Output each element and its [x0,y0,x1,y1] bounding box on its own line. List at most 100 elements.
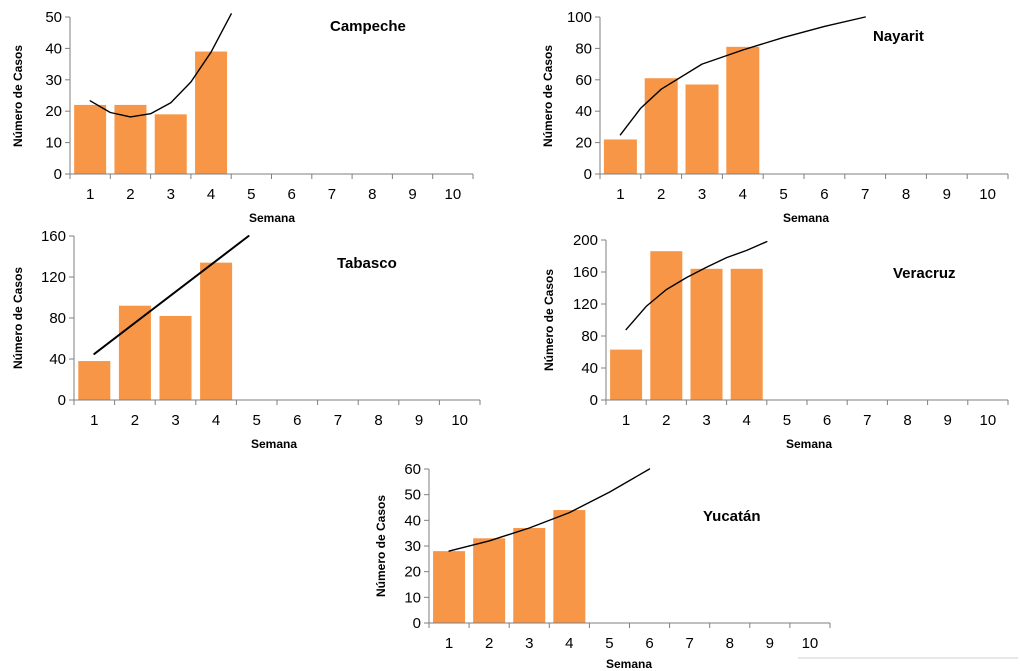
x-tick-label: 9 [415,412,423,429]
x-tick-label: 4 [565,635,573,652]
x-tick-label: 5 [605,635,613,652]
bar [74,104,107,174]
x-tick-label: 4 [207,186,215,203]
x-tick-label: 8 [902,186,910,203]
y-tick-label: 0 [584,166,592,183]
bar [513,528,546,623]
y-tick-label: 120 [573,296,598,313]
y-tick-label: 0 [413,615,421,632]
y-tick-label: 160 [41,228,66,245]
trendline [448,468,651,552]
x-tick-label: 3 [167,186,175,203]
x-tick-label: 7 [861,186,869,203]
trendline [619,16,866,136]
x-tick-label: 6 [287,186,295,203]
x-tick-label: 8 [903,412,911,429]
x-axis-label: Semana [783,211,829,225]
x-tick-label: 3 [702,412,710,429]
bar [730,268,763,400]
x-tick-label: 10 [979,186,996,203]
bar [644,78,678,174]
x-axis-label: Semana [786,437,832,451]
x-tick-label: 6 [293,412,301,429]
y-tick-label: 0 [54,166,62,183]
y-tick-label: 100 [567,9,592,26]
bar [685,84,719,174]
bar [726,46,760,174]
x-tick-label: 5 [783,412,791,429]
bar [154,114,187,174]
y-tick-label: 200 [573,232,598,249]
y-tick-label: 60 [404,461,421,478]
y-tick-label: 80 [49,310,66,327]
y-axis-label: Número de Casos [541,45,555,147]
x-tick-label: 5 [779,186,787,203]
y-tick-label: 20 [575,135,592,152]
y-axis-label: Número de Casos [11,45,25,147]
y-tick-label: 40 [404,512,421,529]
chart-veracruz: 0 40 80 120 160 200 1 2 3 4 5 6 7 8 9 10 Veracruz Semana N… [542,232,1009,451]
bar [610,349,643,400]
y-tick-label: 30 [404,538,421,555]
x-tick-label: 1 [616,186,624,203]
bar [195,51,228,174]
y-tick-label: 80 [581,328,598,345]
y-tick-label: 10 [45,135,62,152]
bar [78,361,111,400]
chart-tabasco: 0 40 80 120 160 1 2 3 4 5 6 7 8 9 10 Tabasco Semana Númer… [11,228,481,451]
x-axis-label: Semana [251,437,297,451]
chart-campeche: 0 10 20 30 40 50 1 2 3 4 5 6 7 8 9 10 Campeche Semana Núme… [11,9,474,225]
x-tick-label: 6 [823,412,831,429]
y-tick-label: 60 [575,72,592,89]
x-tick-label: 7 [863,412,871,429]
chart-title: Tabasco [337,255,397,272]
y-tick-label: 40 [575,103,592,120]
y-tick-label: 50 [45,9,62,26]
bar [473,538,506,623]
bar [200,262,233,400]
y-tick-label: 40 [45,40,62,57]
x-tick-label: 9 [766,635,774,652]
x-axis-label: Semana [249,211,295,225]
x-tick-label: 7 [685,635,693,652]
x-tick-label: 1 [445,635,453,652]
y-tick-label: 120 [41,269,66,286]
x-tick-label: 2 [131,412,139,429]
x-tick-label: 3 [525,635,533,652]
bar [553,510,586,623]
x-tick-label: 3 [171,412,179,429]
x-tick-label: 10 [802,635,819,652]
chart-title: Veracruz [893,265,956,282]
x-tick-label: 1 [622,412,630,429]
x-tick-label: 7 [328,186,336,203]
chart-title: Yucatán [703,508,761,525]
bar [603,139,637,174]
y-tick-label: 10 [404,589,421,606]
y-axis-label: Número de Casos [11,267,25,369]
x-tick-label: 7 [334,412,342,429]
x-tick-label: 4 [743,412,751,429]
x-tick-label: 1 [90,412,98,429]
trendline [625,240,768,331]
x-tick-label: 10 [445,186,462,203]
x-tick-label: 9 [944,412,952,429]
trendline [89,13,232,118]
x-tick-label: 9 [408,186,416,203]
x-tick-label: 6 [820,186,828,203]
bar [690,268,723,400]
y-tick-label: 50 [404,487,421,504]
chart-nayarit: 0 20 40 60 80 100 1 2 3 4 5 6 7 8 9 10 Nayarit Semana Núme… [541,9,1009,225]
y-tick-label: 0 [58,392,66,409]
x-tick-label: 4 [212,412,220,429]
bar [650,251,683,400]
y-tick-label: 40 [49,351,66,368]
x-tick-label: 10 [980,412,997,429]
y-tick-label: 20 [404,564,421,581]
x-tick-label: 3 [698,186,706,203]
x-tick-label: 2 [657,186,665,203]
y-tick-label: 30 [45,72,62,89]
x-axis-label: Semana [606,657,652,671]
y-axis-label: Número de Casos [374,495,388,597]
x-tick-label: 2 [485,635,493,652]
